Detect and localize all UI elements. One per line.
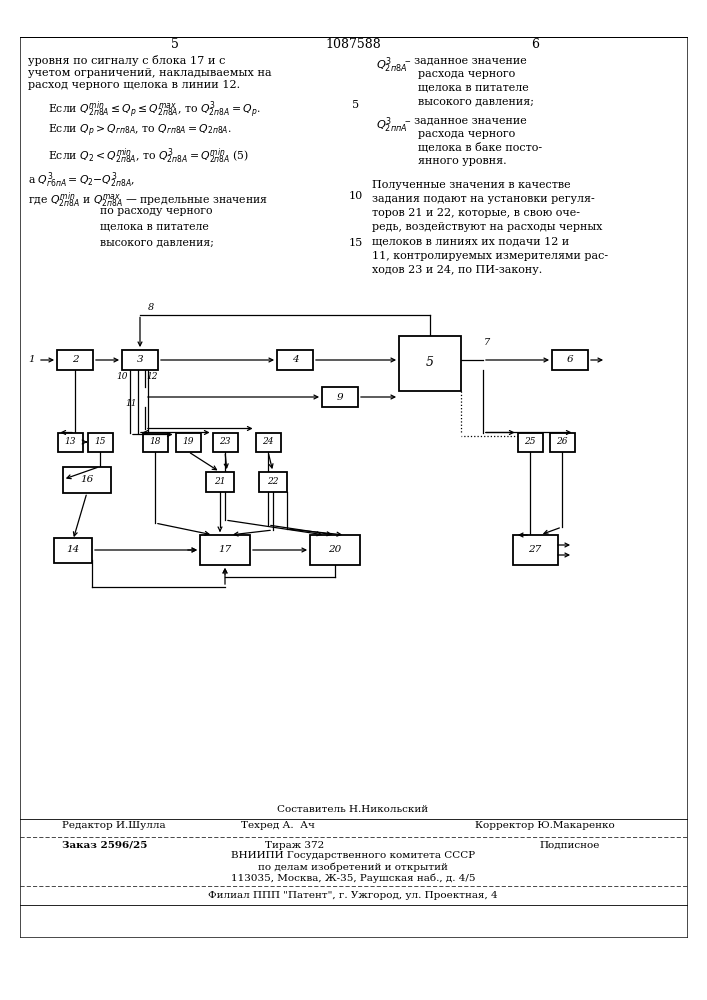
Bar — [57, 432, 83, 452]
Text: Если $Q^{min}_{2п8А}{\leq}Q_р{\leq}Q^{max}_{2п8А}$, то $Q^3_{2п8А}{=}Q_р$.: Если $Q^{min}_{2п8А}{\leq}Q_р{\leq}Q^{ma… — [48, 99, 261, 120]
Bar — [399, 336, 461, 390]
Text: 15: 15 — [94, 438, 106, 446]
Bar — [213, 432, 238, 452]
Text: 20: 20 — [328, 546, 341, 554]
Text: высокого давления;: высокого давления; — [418, 96, 534, 106]
Bar — [63, 466, 111, 492]
Text: Филиал ППП "Патент", г. Ужгород, ул. Проектная, 4: Филиал ППП "Патент", г. Ужгород, ул. Про… — [208, 892, 498, 900]
Text: учетом ограничений, накладываемых на: учетом ограничений, накладываемых на — [28, 68, 271, 78]
Text: 113035, Москва, Ж-35, Раушская наб., д. 4/5: 113035, Москва, Ж-35, Раушская наб., д. … — [230, 873, 475, 883]
Text: Тираж 372: Тираж 372 — [265, 840, 325, 850]
Text: Техред А.  Ач: Техред А. Ач — [241, 822, 315, 830]
Text: 5: 5 — [171, 37, 179, 50]
Text: 17: 17 — [218, 546, 232, 554]
Bar — [57, 350, 93, 370]
Text: по делам изобретений и открытий: по делам изобретений и открытий — [258, 862, 448, 872]
Bar — [277, 350, 313, 370]
Text: Редактор И.Шулла: Редактор И.Шулла — [62, 822, 165, 830]
Bar — [518, 432, 542, 452]
Text: 13: 13 — [64, 438, 76, 446]
Text: по расходу черного: по расходу черного — [100, 206, 213, 216]
Text: уровня по сигналу с блока 17 и с: уровня по сигналу с блока 17 и с — [28, 55, 226, 66]
Text: янного уровня.: янного уровня. — [418, 156, 507, 166]
Bar — [552, 350, 588, 370]
Text: 25: 25 — [525, 438, 536, 446]
Text: – заданное значение: – заданное значение — [405, 115, 527, 125]
Text: 18: 18 — [149, 438, 160, 446]
Text: щелока в питателе: щелока в питателе — [100, 222, 209, 232]
Text: 24: 24 — [262, 438, 274, 446]
Bar — [143, 432, 168, 452]
Bar — [549, 432, 575, 452]
Text: 5: 5 — [352, 100, 360, 110]
Text: расхода черного: расхода черного — [418, 69, 515, 79]
Text: Составитель Н.Никольский: Составитель Н.Никольский — [277, 806, 428, 814]
Text: 11: 11 — [126, 399, 137, 408]
Text: ВНИИПИ Государственного комитета СССР: ВНИИПИ Государственного комитета СССР — [231, 852, 475, 860]
Text: 21: 21 — [214, 478, 226, 487]
Text: 22: 22 — [267, 478, 279, 487]
Text: 5: 5 — [426, 357, 434, 369]
Text: 16: 16 — [81, 475, 93, 484]
Bar — [54, 538, 92, 562]
Bar — [200, 535, 250, 565]
Bar — [88, 432, 112, 452]
Bar — [122, 350, 158, 370]
Text: 14: 14 — [66, 546, 80, 554]
Text: щелока в питателе: щелока в питателе — [418, 83, 529, 93]
Text: Полученные значения в качестве
задания подают на установки регуля-
торов 21 и 22: Полученные значения в качестве задания п… — [372, 180, 608, 275]
Text: 26: 26 — [556, 438, 568, 446]
Text: $Q^3_{2п8А}$: $Q^3_{2п8А}$ — [376, 55, 407, 75]
Text: Подписное: Подписное — [540, 840, 600, 850]
Text: а $Q^3_{г6пА}{=}Q_2{-}Q^3_{2п8А}$,: а $Q^3_{г6пА}{=}Q_2{-}Q^3_{2п8А}$, — [28, 170, 135, 190]
Bar — [513, 535, 558, 565]
Text: 6: 6 — [567, 356, 573, 364]
Text: 6: 6 — [531, 37, 539, 50]
Text: высокого давления;: высокого давления; — [100, 237, 214, 247]
Text: расход черного щелока в линии 12.: расход черного щелока в линии 12. — [28, 80, 240, 90]
Text: 1087588: 1087588 — [325, 37, 381, 50]
Text: 7: 7 — [484, 338, 490, 347]
Text: 9: 9 — [337, 392, 344, 401]
Bar — [259, 472, 287, 492]
Bar — [206, 472, 234, 492]
Bar — [175, 432, 201, 452]
Text: Если $Q_р{>}Q_{гп8А}$, то $Q_{гп8А}{=}Q_{2п8А}$.: Если $Q_р{>}Q_{гп8А}$, то $Q_{гп8А}{=}Q_… — [48, 122, 232, 139]
Text: 4: 4 — [292, 356, 298, 364]
Text: – заданное значение: – заданное значение — [405, 55, 527, 65]
Bar — [322, 387, 358, 407]
Bar — [255, 432, 281, 452]
Text: щелока в баке посто-: щелока в баке посто- — [418, 142, 542, 153]
Text: 23: 23 — [219, 438, 230, 446]
Text: 10: 10 — [349, 191, 363, 201]
Text: Заказ 2596/25: Заказ 2596/25 — [62, 840, 147, 850]
Text: 27: 27 — [528, 546, 542, 554]
Text: где $Q^{min}_{2п8А}$ и $Q^{max}_{2п8А}$ — предельные значения: где $Q^{min}_{2п8А}$ и $Q^{max}_{2п8А}$ … — [28, 190, 268, 210]
Text: 12: 12 — [146, 372, 158, 381]
Text: 3: 3 — [136, 356, 144, 364]
Bar — [310, 535, 360, 565]
Text: 19: 19 — [182, 438, 194, 446]
Text: 10: 10 — [117, 372, 128, 381]
Text: 15: 15 — [349, 238, 363, 248]
Text: 1: 1 — [28, 355, 35, 363]
Text: 2: 2 — [71, 356, 78, 364]
Text: $Q^3_{2ппА}$: $Q^3_{2ппА}$ — [376, 115, 407, 135]
Text: Корректор Ю.Макаренко: Корректор Ю.Макаренко — [475, 822, 615, 830]
Text: 8: 8 — [148, 302, 154, 312]
Text: расхода черного: расхода черного — [418, 129, 515, 139]
Text: Если $Q_2{<}Q^{min}_{2п8А}$, то $Q^3_{2п8А}{=}Q^{min}_{2п8А}$ (5): Если $Q_2{<}Q^{min}_{2п8А}$, то $Q^3_{2п… — [48, 146, 249, 166]
